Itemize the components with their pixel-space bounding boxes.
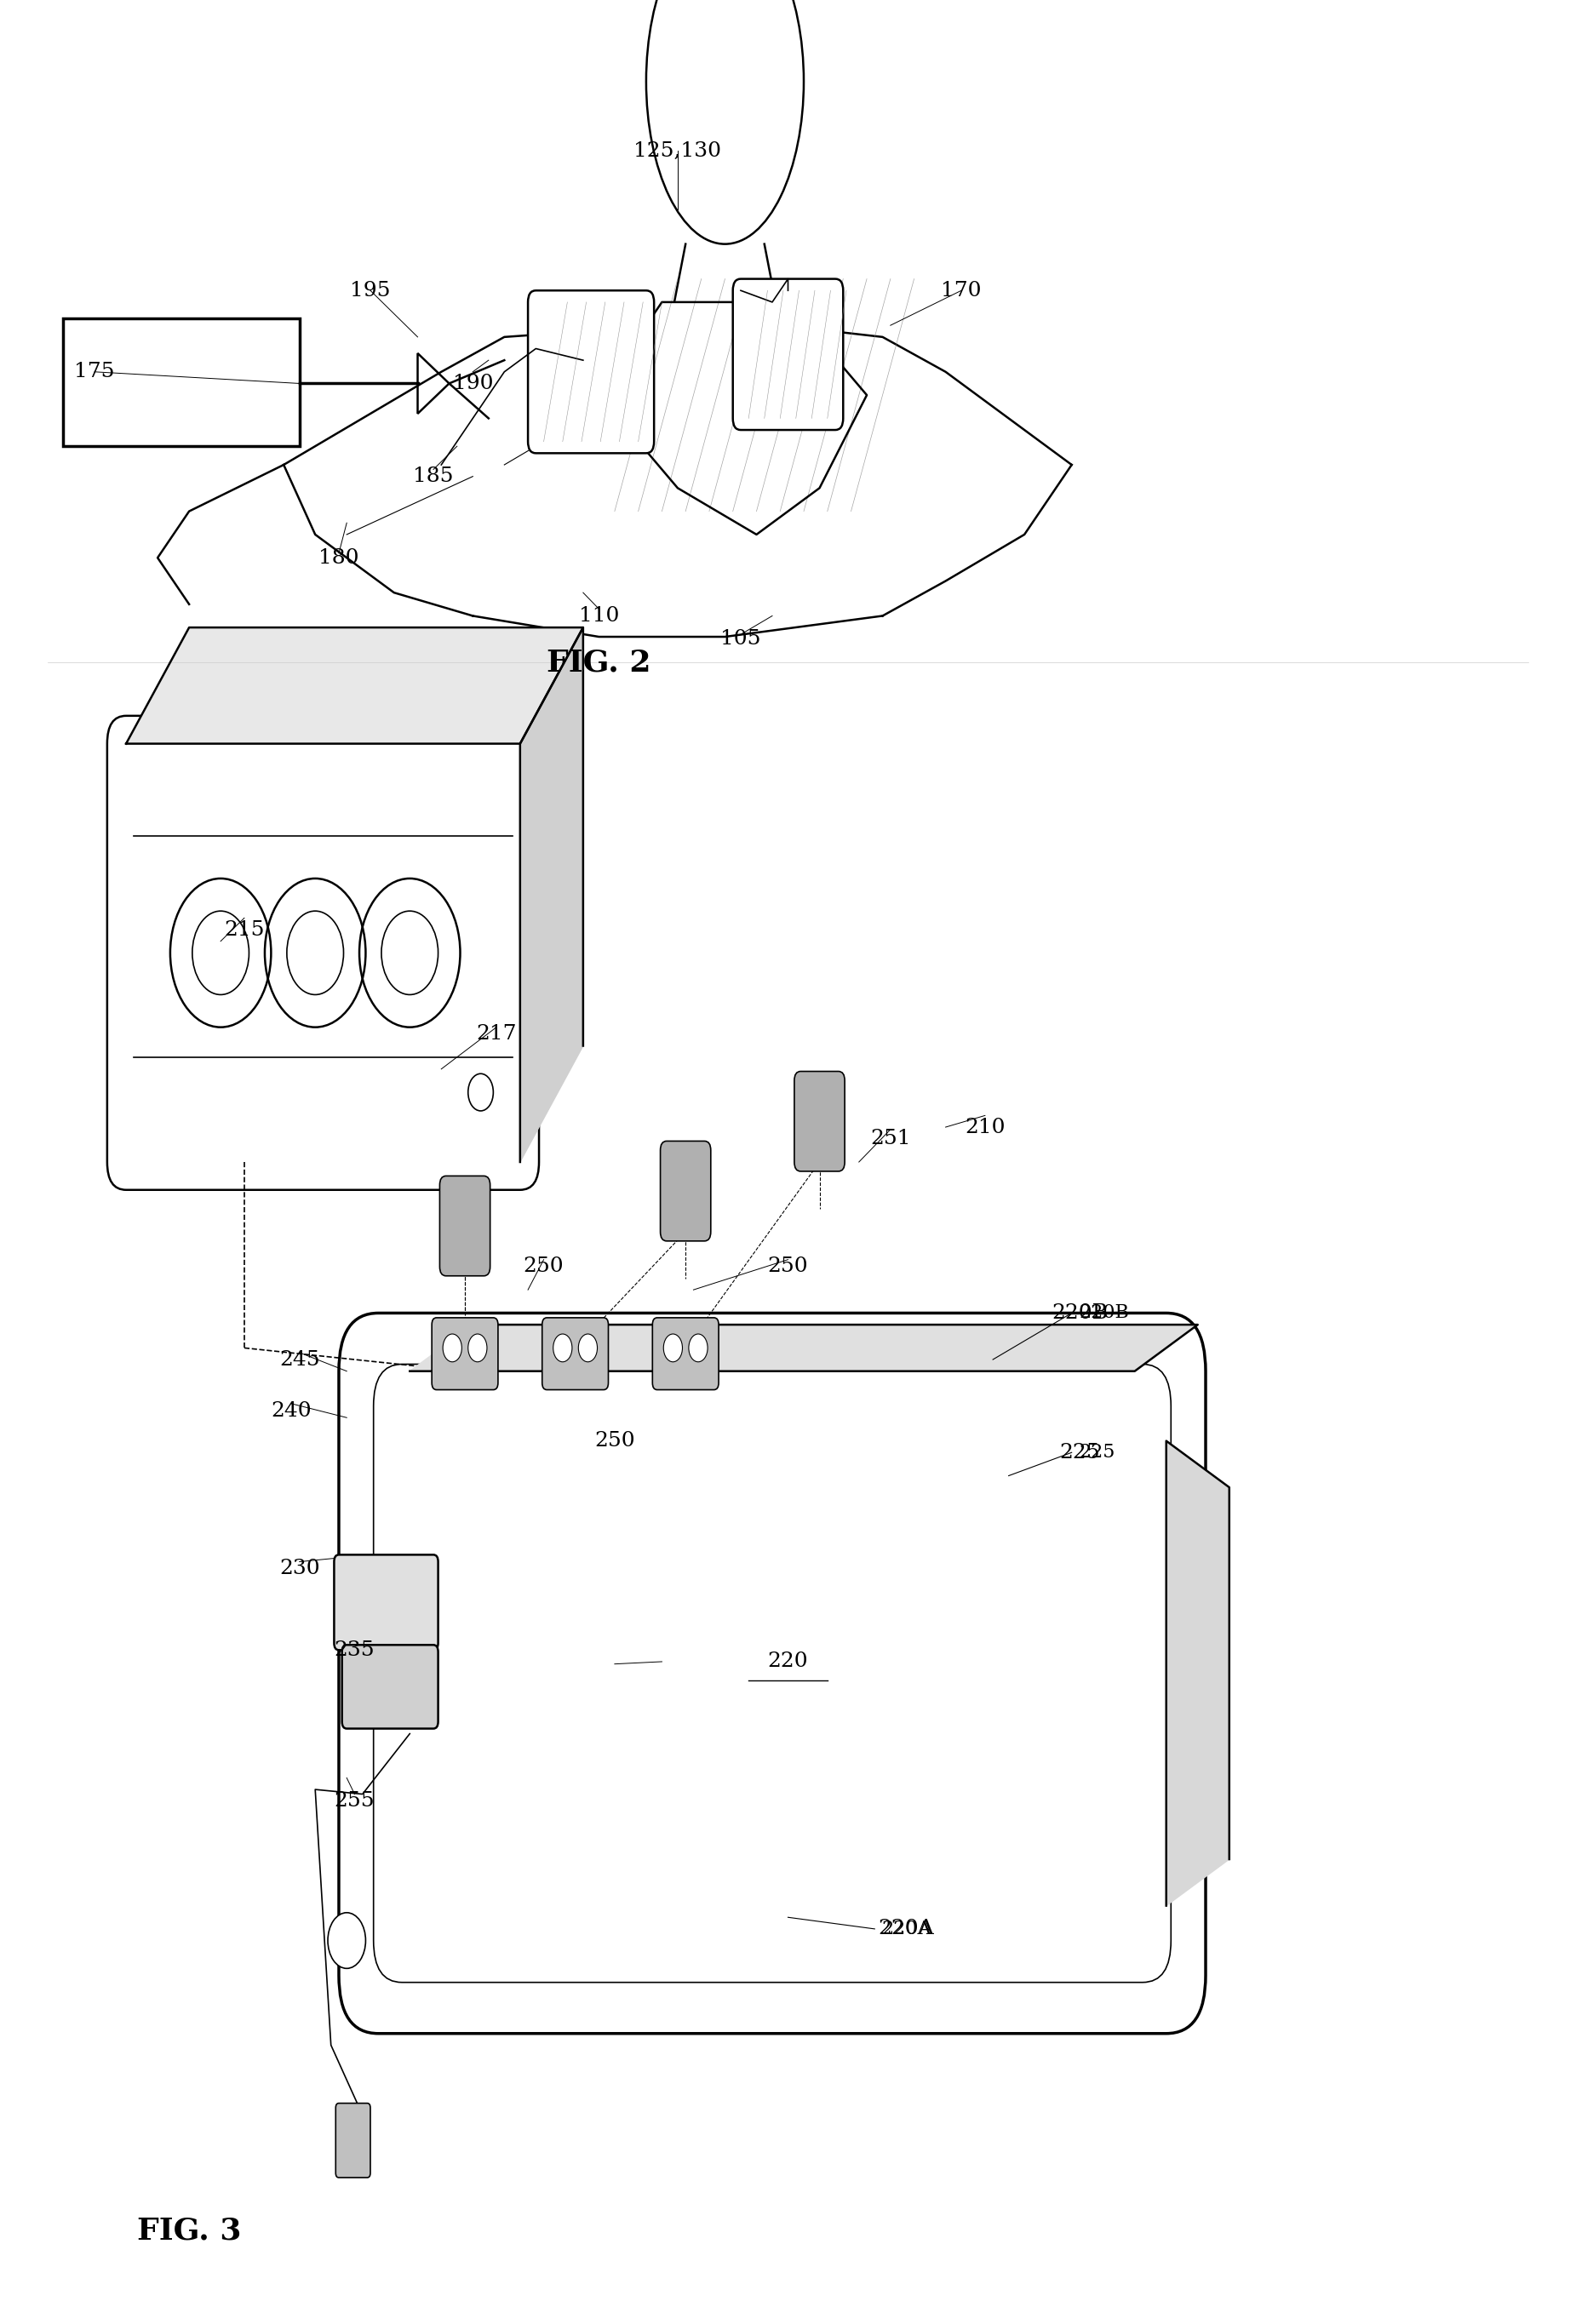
Text: 190: 190 <box>452 374 493 393</box>
Text: 180: 180 <box>318 548 359 567</box>
FancyBboxPatch shape <box>342 1645 438 1729</box>
FancyBboxPatch shape <box>528 290 654 453</box>
Bar <box>63 318 299 446</box>
Polygon shape <box>520 627 583 1162</box>
Text: 250: 250 <box>594 1432 635 1450</box>
Text: 175: 175 <box>74 363 115 381</box>
FancyBboxPatch shape <box>733 279 843 430</box>
Text: FIG. 3: FIG. 3 <box>137 2217 241 2245</box>
FancyBboxPatch shape <box>432 1318 498 1390</box>
FancyBboxPatch shape <box>542 1318 608 1390</box>
Text: 225: 225 <box>1080 1443 1116 1462</box>
Circle shape <box>443 1334 462 1362</box>
Text: 230: 230 <box>279 1559 320 1578</box>
Text: 255: 255 <box>334 1792 375 1810</box>
Text: 250: 250 <box>523 1257 564 1276</box>
Text: 220A: 220A <box>881 1920 931 1938</box>
Text: 235: 235 <box>334 1641 375 1659</box>
Text: 215: 215 <box>224 920 265 939</box>
Text: 240: 240 <box>271 1401 312 1420</box>
Text: 105: 105 <box>720 630 761 648</box>
FancyBboxPatch shape <box>440 1176 490 1276</box>
Text: 251: 251 <box>870 1129 911 1148</box>
Circle shape <box>553 1334 572 1362</box>
Polygon shape <box>599 302 867 535</box>
FancyBboxPatch shape <box>339 1313 1206 2034</box>
Text: 225: 225 <box>1059 1443 1100 1462</box>
Text: 110: 110 <box>578 607 619 625</box>
Polygon shape <box>1166 1441 1229 1906</box>
Text: 125,130: 125,130 <box>634 142 722 160</box>
Circle shape <box>689 1334 708 1362</box>
FancyBboxPatch shape <box>336 2103 370 2178</box>
Circle shape <box>663 1334 682 1362</box>
Polygon shape <box>126 627 583 744</box>
FancyBboxPatch shape <box>794 1071 845 1171</box>
Text: 220: 220 <box>768 1652 808 1671</box>
Text: 220B: 220B <box>1051 1304 1108 1322</box>
Text: FIG. 2: FIG. 2 <box>547 648 651 676</box>
FancyBboxPatch shape <box>652 1318 719 1390</box>
Text: 210: 210 <box>965 1118 1005 1136</box>
FancyBboxPatch shape <box>107 716 539 1190</box>
Text: 245: 245 <box>279 1350 320 1369</box>
Polygon shape <box>410 1325 1198 1371</box>
Text: 220A: 220A <box>878 1920 935 1938</box>
Text: 185: 185 <box>413 467 454 486</box>
FancyBboxPatch shape <box>660 1141 711 1241</box>
Text: 195: 195 <box>350 281 391 300</box>
FancyBboxPatch shape <box>374 1364 1171 1982</box>
Circle shape <box>468 1334 487 1362</box>
Text: 220B: 220B <box>1080 1304 1130 1322</box>
Text: 217: 217 <box>476 1025 517 1043</box>
Circle shape <box>328 1913 366 1968</box>
FancyBboxPatch shape <box>334 1555 438 1650</box>
Circle shape <box>578 1334 597 1362</box>
Text: 250: 250 <box>768 1257 808 1276</box>
Text: 170: 170 <box>941 281 982 300</box>
